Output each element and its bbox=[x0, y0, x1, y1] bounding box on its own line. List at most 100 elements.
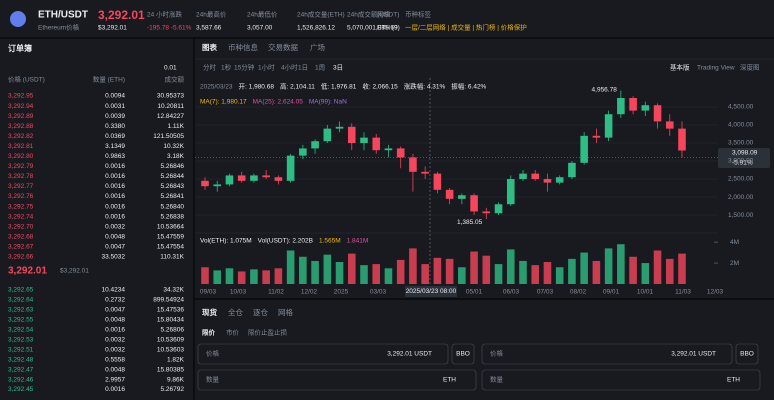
amount-cell: 0.0016 bbox=[105, 193, 125, 200]
column-header: 成交额 bbox=[165, 75, 185, 84]
volume-bar bbox=[384, 268, 393, 284]
candle-body bbox=[372, 137, 381, 151]
order-type[interactable]: 市价 bbox=[226, 328, 240, 337]
chart-tab[interactable]: 币种信息 bbox=[228, 42, 258, 52]
x-tick-label: 05/01 bbox=[466, 289, 483, 296]
mid-price-usd: $3,292.01 bbox=[60, 268, 89, 275]
candle-body bbox=[592, 135, 601, 138]
ohlc-info: 收: 2,066.15 bbox=[362, 82, 398, 91]
price-cell: 3,292.45 bbox=[8, 386, 34, 393]
chart-tab[interactable]: 广场 bbox=[310, 42, 325, 52]
bbo-button[interactable] bbox=[735, 343, 759, 365]
candle-body bbox=[641, 105, 650, 111]
price-input[interactable] bbox=[197, 343, 449, 365]
interval[interactable]: 3日 bbox=[333, 64, 343, 72]
last-price-usd: $3,292.01 bbox=[98, 25, 127, 32]
interval[interactable]: 15分钟 bbox=[234, 63, 255, 72]
x-tick-label: 07/03 bbox=[537, 289, 554, 296]
volume-bar bbox=[347, 253, 356, 284]
volume-bar bbox=[604, 248, 613, 284]
view-option[interactable]: Trading View bbox=[697, 65, 735, 72]
total-cell: 5.26844 bbox=[161, 173, 185, 180]
candle-body bbox=[237, 175, 246, 181]
stat-value: ETH (9) bbox=[377, 25, 400, 32]
vol-info: Vol(USDT): 2.202B bbox=[258, 238, 313, 245]
amount-cell: 2.9957 bbox=[105, 376, 125, 383]
qty-input[interactable] bbox=[481, 369, 761, 391]
ma-info: MA(7): 1,980.17 bbox=[200, 99, 247, 106]
total-cell: 5.26840 bbox=[161, 203, 185, 210]
candle-body bbox=[568, 162, 576, 178]
stat-label: 币种标签 bbox=[405, 10, 432, 19]
stat-value: 3,057.00 bbox=[247, 25, 273, 32]
candle-body bbox=[470, 195, 478, 212]
interval[interactable]: 1日 bbox=[298, 64, 308, 72]
volume-bar bbox=[458, 267, 466, 284]
price-cell: 3,292.47 bbox=[8, 366, 34, 373]
price-cell: 3,292.82 bbox=[8, 133, 34, 140]
volume-bar bbox=[286, 250, 295, 284]
interval[interactable]: 1小时 bbox=[258, 63, 275, 72]
trade-tab[interactable]: 现货 bbox=[202, 307, 217, 317]
view-option[interactable]: 深度图 bbox=[740, 63, 760, 72]
amount-cell: 0.9863 bbox=[105, 153, 125, 160]
volume-bar bbox=[506, 249, 515, 284]
interval[interactable]: 4小时 bbox=[281, 63, 298, 72]
volume-bar bbox=[299, 256, 307, 284]
crosshair-date-box bbox=[405, 286, 457, 297]
view-option[interactable]: 基本版 bbox=[670, 63, 690, 72]
chart-tab[interactable]: 交易数据 bbox=[268, 42, 298, 52]
candle-body bbox=[323, 128, 332, 142]
trade-tab[interactable]: 全仓 bbox=[228, 307, 243, 317]
interval[interactable]: 1周 bbox=[315, 64, 325, 72]
candle-body bbox=[335, 126, 344, 129]
total-cell: 5.26846 bbox=[161, 163, 185, 170]
price-cell: 3,292.67 bbox=[8, 243, 34, 250]
volume-bar bbox=[274, 268, 283, 284]
last-price: 3,292.01 bbox=[98, 8, 145, 22]
order-type[interactable]: 限价 bbox=[202, 328, 216, 337]
y-tick-label: 3,000.00 bbox=[728, 158, 754, 165]
stat-label: 24h最低价 bbox=[247, 10, 278, 19]
candle-body bbox=[360, 137, 368, 144]
ohlc-info: 振幅: 6.42% bbox=[451, 82, 486, 91]
total-cell: 10.53664 bbox=[157, 223, 184, 230]
pair-subtitle: Ethereum价格 bbox=[38, 23, 80, 32]
candle-body bbox=[653, 105, 662, 122]
price-cell: 3,292.53 bbox=[8, 336, 34, 343]
total-cell: 121.50505 bbox=[153, 133, 184, 140]
candle-body bbox=[482, 211, 491, 214]
total-cell: 5.26792 bbox=[161, 386, 185, 393]
trade-tab[interactable]: 逐仓 bbox=[253, 307, 268, 317]
crosshair-date: 2025/03/23 08:00 bbox=[406, 288, 457, 295]
candle-body bbox=[519, 173, 527, 180]
amount-cell: 0.0016 bbox=[105, 173, 125, 180]
candle-body bbox=[433, 173, 442, 190]
total-cell: 3.18K bbox=[167, 153, 185, 160]
volume-bar bbox=[335, 262, 344, 284]
ma-info: MA(25): 2,624.05 bbox=[253, 99, 304, 106]
trade-tab[interactable]: 网格 bbox=[278, 307, 293, 317]
chart-tab[interactable]: 图表 bbox=[202, 42, 217, 52]
interval[interactable]: 分时 bbox=[203, 63, 217, 72]
volume-bar bbox=[580, 252, 588, 284]
price-cell: 3,292.76 bbox=[8, 193, 34, 200]
volume-bar bbox=[262, 270, 270, 284]
x-tick-label: 2025 bbox=[334, 289, 349, 296]
x-tick-label: 08/02 bbox=[570, 289, 587, 296]
amount-cell: 0.0047 bbox=[105, 307, 125, 314]
precision[interactable]: 0.01 bbox=[164, 65, 177, 72]
pair[interactable]: ETH/USDT bbox=[38, 10, 88, 21]
volume-bar bbox=[396, 259, 405, 284]
amount-cell: 0.0016 bbox=[105, 213, 125, 220]
bbo-button[interactable] bbox=[451, 343, 475, 365]
interval[interactable]: 1秒 bbox=[221, 63, 232, 72]
y-tick-label: 4,500.00 bbox=[728, 104, 754, 111]
stat-label: 24h成交额(USDT) bbox=[347, 10, 399, 19]
amount-cell: 0.5558 bbox=[105, 356, 125, 363]
ma-info: MA(99): NaN bbox=[309, 99, 347, 106]
candle-body bbox=[274, 177, 283, 181]
price-input[interactable] bbox=[481, 343, 733, 365]
order-type[interactable]: 限价止盈止损 bbox=[248, 328, 288, 337]
qty-input[interactable] bbox=[197, 369, 477, 391]
